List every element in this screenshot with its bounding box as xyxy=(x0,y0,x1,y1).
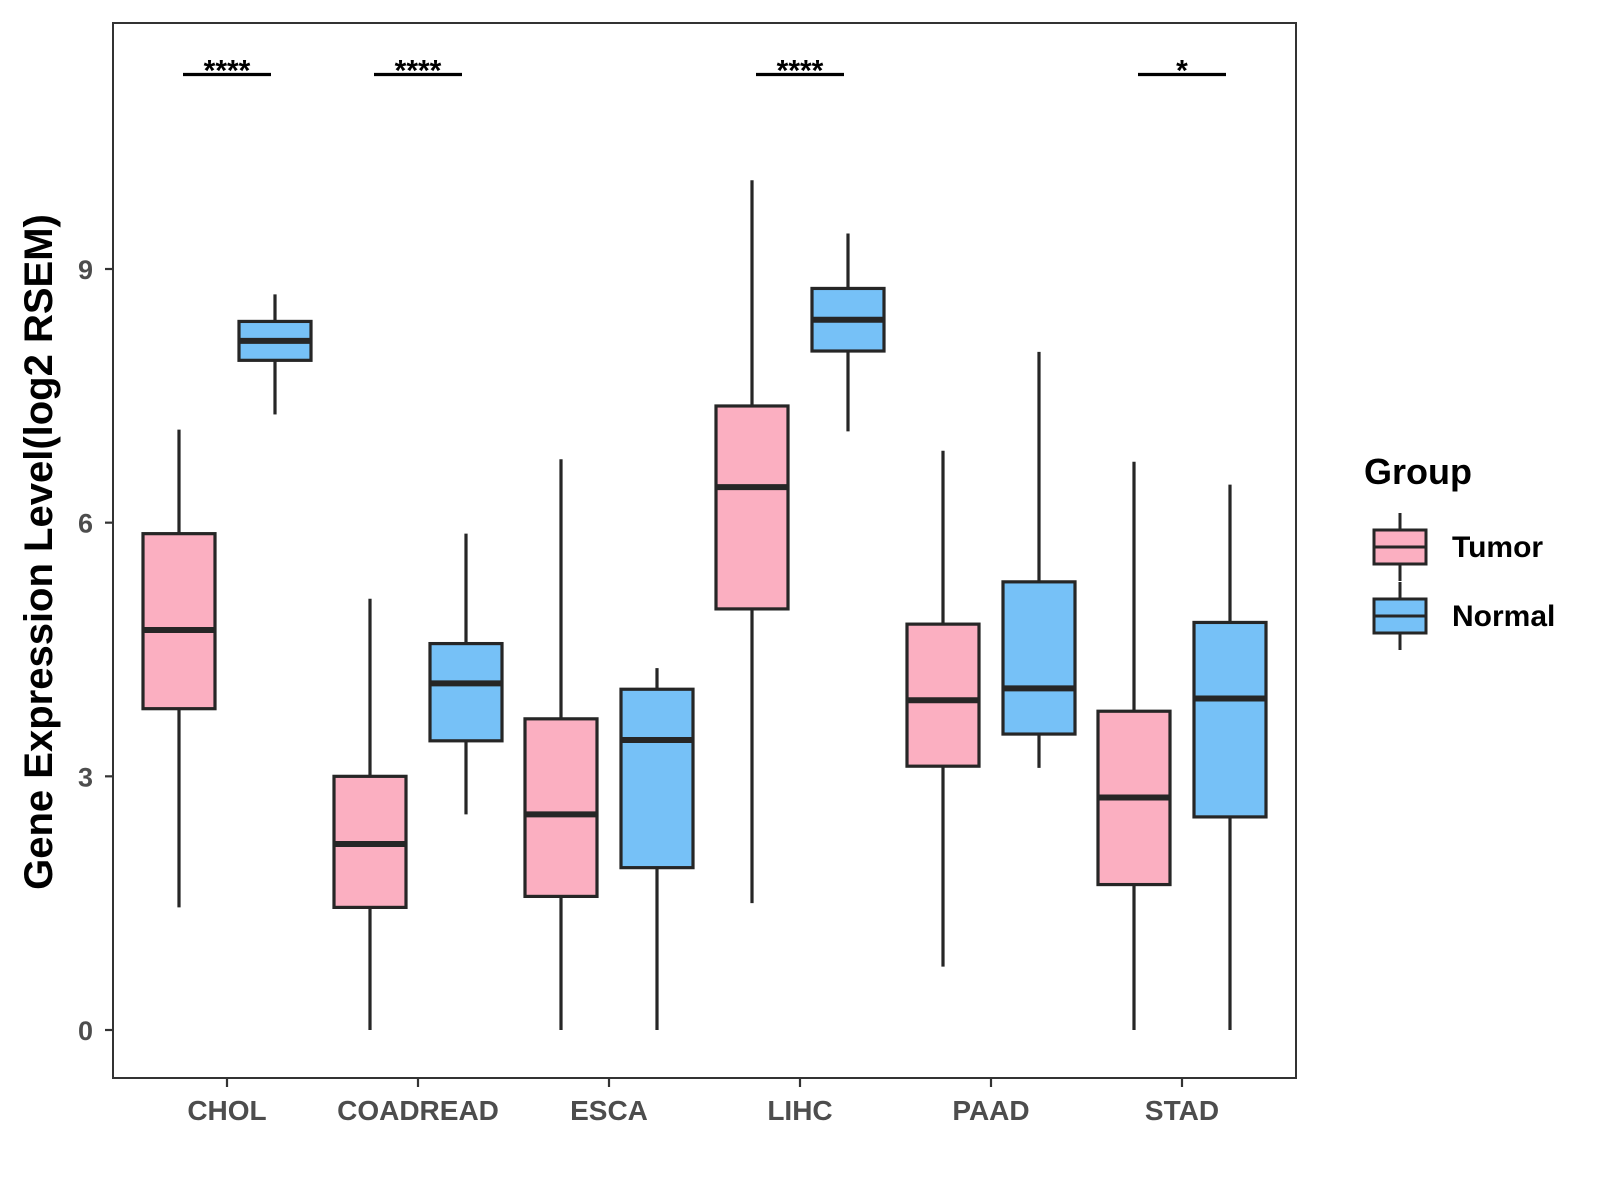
box-esca-normal xyxy=(619,668,695,1030)
chart-marks xyxy=(141,180,1268,1030)
box-body-lihc-tumor xyxy=(714,404,790,611)
sig-label-coadread: **** xyxy=(395,55,442,88)
box-body-esca-normal xyxy=(619,687,695,870)
box-lihc-normal xyxy=(810,233,886,432)
x-tick-label-stad: STAD xyxy=(1145,1095,1219,1126)
x-axis: CHOL COADREAD ESCA LIHC PAAD STAD xyxy=(187,1078,1219,1126)
legend-item-normal: Normal xyxy=(1372,582,1555,650)
x-tick-label-coadread: COADREAD xyxy=(337,1095,499,1126)
x-tick-label-lihc: LIHC xyxy=(767,1095,832,1126)
y-tick-label: 6 xyxy=(78,509,93,539)
box-chol-normal xyxy=(237,294,313,415)
box-stad-normal xyxy=(1192,484,1268,1030)
legend-title: Group xyxy=(1364,451,1472,492)
y-tick-label: 0 xyxy=(78,1016,93,1046)
x-tick-label-esca: ESCA xyxy=(570,1095,648,1126)
legend: Group Tumor Normal xyxy=(1364,451,1555,650)
plot-panel xyxy=(112,22,1297,1079)
box-body-paad-tumor xyxy=(905,622,981,768)
sig-label-lihc: **** xyxy=(777,55,824,88)
legend-label-tumor: Tumor xyxy=(1452,531,1543,564)
y-tick-label: 9 xyxy=(78,255,93,285)
sig-label-stad: * xyxy=(1176,55,1188,88)
box-body-chol-tumor xyxy=(141,532,217,711)
legend-label-normal: Normal xyxy=(1452,600,1555,633)
box-lihc-tumor xyxy=(714,180,790,904)
box-coadread-tumor xyxy=(332,598,408,1030)
box-paad-tumor xyxy=(905,450,981,967)
significance-annotations: **** **** **** * xyxy=(183,55,1226,88)
sig-label-chol: **** xyxy=(204,55,251,88)
box-body-esca-tumor xyxy=(523,717,599,899)
box-body-paad-normal xyxy=(1001,580,1077,736)
box-paad-normal xyxy=(1001,351,1077,768)
legend-item-tumor: Tumor xyxy=(1372,513,1543,581)
box-body-coadread-normal xyxy=(428,641,504,743)
y-tick-label: 3 xyxy=(78,762,93,792)
y-axis: 0 3 6 9 xyxy=(78,255,113,1046)
x-tick-label-paad: PAAD xyxy=(952,1095,1029,1126)
box-esca-tumor xyxy=(523,459,599,1030)
y-axis-title: Gene Expression Level(log2 RSEM) xyxy=(17,214,61,890)
box-coadread-normal xyxy=(428,533,504,815)
x-tick-label-chol: CHOL xyxy=(187,1095,266,1126)
box-stad-tumor xyxy=(1096,461,1172,1030)
box-body-stad-normal xyxy=(1192,620,1268,819)
box-chol-tumor xyxy=(141,429,217,908)
